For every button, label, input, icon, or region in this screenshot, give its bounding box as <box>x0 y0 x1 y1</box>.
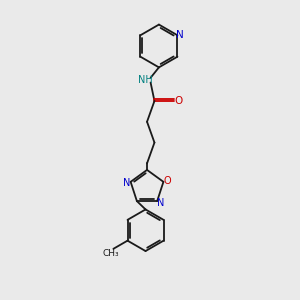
Text: NH: NH <box>138 75 153 85</box>
Text: O: O <box>175 96 183 106</box>
Text: N: N <box>176 30 184 40</box>
Text: N: N <box>123 178 131 188</box>
Text: CH₃: CH₃ <box>103 249 119 258</box>
Text: O: O <box>163 176 171 186</box>
Text: N: N <box>157 198 164 208</box>
